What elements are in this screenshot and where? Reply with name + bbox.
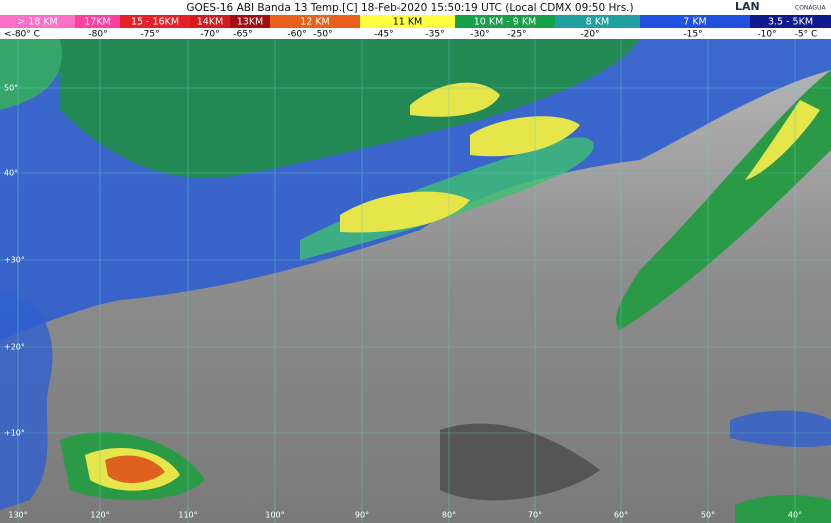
legend-height-label: 3.5 - 5KM <box>768 17 813 28</box>
legend-swatch <box>360 15 455 28</box>
legend-temp-label: -5° C <box>795 30 818 40</box>
legend-swatch <box>0 15 75 28</box>
longitude-label: 40° <box>788 511 802 520</box>
legend-swatch <box>555 15 640 28</box>
legend-temp-label: -15° <box>683 30 702 40</box>
longitude-label: 110° <box>178 511 197 520</box>
land-convection <box>440 423 600 501</box>
longitude-label: 50° <box>701 511 715 520</box>
legend-height-label: 17KM <box>84 17 111 28</box>
legend-swatch <box>640 15 750 28</box>
cloud-band <box>0 290 53 510</box>
latitude-label: +10° <box>4 429 25 438</box>
legend-temp-label: -75° <box>140 30 159 40</box>
cloud-core <box>105 455 165 484</box>
cloud-band <box>60 39 640 179</box>
legend-height-label: 13KM <box>237 17 264 28</box>
logo-lan: LAN <box>735 0 760 13</box>
cloud-core <box>470 116 580 157</box>
longitude-label: 120° <box>90 511 109 520</box>
legend-height-label: 11 KM <box>393 17 423 28</box>
legend-temp-label: -35° <box>425 30 444 40</box>
legend-temp-label: -50° <box>313 30 332 40</box>
legend-height-label: > 18 KM <box>17 17 58 28</box>
legend-temp-label: -30° <box>470 30 489 40</box>
legend-height-label: 8 KM <box>586 17 610 28</box>
logo-conagua: CONAGUA <box>795 5 826 12</box>
legend-temp-label: -25° <box>507 30 526 40</box>
legend-temp-label: -10° <box>757 30 776 40</box>
legend-height-label: 14KM <box>197 17 224 28</box>
legend-swatch <box>75 15 120 28</box>
legend-height-label: 12 KM <box>300 17 330 28</box>
longitude-label: 90° <box>355 511 369 520</box>
longitude-label: 130° <box>8 511 27 520</box>
latitude-label: 50° <box>4 84 18 93</box>
cloud-cluster <box>730 410 831 448</box>
legend-temp-label: -65° <box>233 30 252 40</box>
legend-height-label: 7 KM <box>683 17 707 28</box>
latitude-label: 40° <box>4 169 18 178</box>
cloud-band <box>0 39 62 110</box>
legend-swatch <box>120 15 190 28</box>
legend-temp-label: -80° <box>88 30 107 40</box>
legend-swatch <box>190 15 230 28</box>
legend-height-label: 15 - 16KM <box>131 17 179 28</box>
legend-swatch <box>455 15 555 28</box>
legend-temp-row <box>0 28 831 39</box>
cloud-cluster <box>735 495 831 523</box>
title: GOES-16 ABI Banda 13 Temp.[C] 18-Feb-202… <box>186 2 633 14</box>
legend-swatch <box>270 15 360 28</box>
cloud-core <box>410 82 500 117</box>
legend-height-label: 10 KM - 9 KM <box>474 17 537 28</box>
legend-temp-label: <-80° C <box>4 30 40 40</box>
cloud-core <box>745 100 820 180</box>
latitude-label: +20° <box>4 343 25 352</box>
graticule <box>0 39 831 523</box>
legend-temp-label: -45° <box>374 30 393 40</box>
longitude-label: 70° <box>528 511 542 520</box>
latitude-label: +30° <box>4 256 25 265</box>
legend-temp-label: -20° <box>580 30 599 40</box>
map-labels: 50° 40° +30° +20° +10° 130° 120° 110° 100° 90° 80°… <box>4 84 802 520</box>
legend-temp-label: -70° <box>200 30 219 40</box>
cloud-core <box>340 191 470 233</box>
title-bar <box>0 0 831 15</box>
legend: > 18 KM 17KM 15 - 16KM 14KM 13KM 12 KM 11 KM 10… <box>0 15 831 40</box>
legend-swatch <box>230 15 270 28</box>
longitude-label: 60° <box>614 511 628 520</box>
map: 50° 40° +30° +20° +10° 130° 120° 110° 100° 90° 80°… <box>0 39 831 523</box>
longitude-label: 80° <box>442 511 456 520</box>
legend-swatch <box>750 15 831 28</box>
longitude-label: 100° <box>265 511 284 520</box>
legend-temp-label: -60° <box>287 30 306 40</box>
